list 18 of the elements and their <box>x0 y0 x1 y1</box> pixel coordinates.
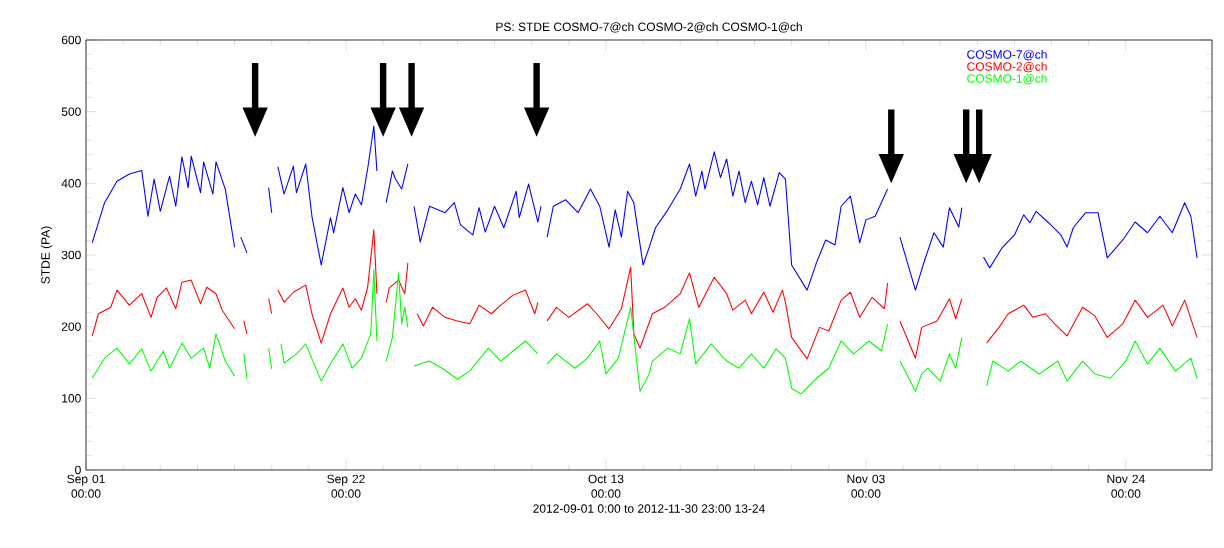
y-tick-label: 100 <box>62 394 81 403</box>
x-tick-label: Nov 24 00:00 <box>1107 474 1145 498</box>
text: COSMO-7@ch <box>967 49 1047 61</box>
y-tick-label: 0 <box>75 465 81 475</box>
y-tick-label: 400 <box>61 179 81 188</box>
x-tick-label: Nov 03 00:00 <box>847 474 885 498</box>
y-tick-label: 600 <box>61 35 81 45</box>
y-tick-label: 200 <box>61 322 81 331</box>
text: COSMO-2@ch <box>967 61 1047 73</box>
chart-title: PS: STDE COSMO-7@ch COSMO-2@ch COSMO-1@ch <box>496 22 802 33</box>
y-tick-label: 500 <box>61 107 81 116</box>
y-axis-title: STDE (PA) <box>40 226 53 284</box>
text: COSMO-1@ch <box>967 73 1047 85</box>
x-axis-title: 2012-09-01 0:00 to 2012-11-30 23:00 13-24 <box>533 504 765 513</box>
y-tick-label: 300 <box>61 250 81 260</box>
x-tick-label: Oct 13 00:00 <box>588 474 624 498</box>
x-tick-label: Sep 01 00:00 <box>67 474 105 498</box>
x-tick-label: Sep 22 00:00 <box>327 474 365 498</box>
